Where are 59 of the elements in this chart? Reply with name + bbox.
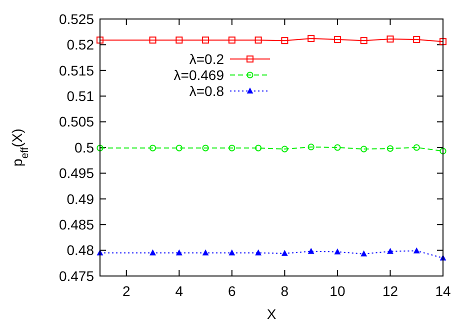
x-axis-title: X	[266, 306, 277, 322]
legend-label: λ=0.469	[174, 66, 224, 83]
x-tick-label: 2	[122, 283, 130, 299]
y-tick-label: 0.485	[58, 216, 94, 232]
point	[334, 248, 341, 254]
x-tick-label: 8	[280, 283, 289, 299]
point	[281, 146, 288, 152]
point	[334, 144, 341, 151]
y-tick-label: 0.505	[58, 114, 94, 130]
x-tick-label: 12	[382, 283, 398, 299]
point	[96, 144, 104, 152]
point	[176, 36, 183, 44]
point	[360, 146, 368, 152]
point	[255, 144, 262, 152]
point	[413, 144, 420, 151]
point	[387, 248, 394, 254]
point	[202, 249, 209, 256]
point	[202, 144, 209, 152]
point	[413, 36, 420, 44]
point	[176, 249, 182, 256]
y-tick-label: 0.48	[66, 242, 94, 258]
point	[308, 144, 314, 150]
point	[386, 36, 394, 43]
y-tick-label: 0.515	[58, 62, 94, 78]
point	[202, 36, 210, 44]
y-tick-label: 0.5	[74, 139, 94, 156]
point	[334, 36, 341, 44]
point	[228, 36, 236, 44]
point	[150, 249, 156, 256]
x-tick-label: 10	[330, 283, 346, 299]
point	[176, 144, 182, 152]
legend-label: λ=0.8	[189, 82, 224, 99]
point	[308, 35, 315, 42]
y-tick-label: 0.525	[58, 10, 94, 27]
point	[386, 145, 394, 152]
point	[440, 38, 446, 46]
point	[149, 144, 156, 152]
point	[281, 37, 288, 44]
x-tick-label: 6	[228, 283, 236, 299]
y-tick-label: 0.51	[66, 88, 94, 104]
point	[228, 144, 236, 152]
y-tick-label: 0.49	[66, 190, 94, 207]
x-tick-label: 14	[435, 283, 451, 299]
y-tick-label: 0.52	[66, 36, 94, 53]
point	[360, 250, 368, 256]
point	[413, 247, 420, 254]
point	[255, 249, 262, 256]
point	[96, 36, 104, 44]
point	[228, 249, 236, 256]
point	[308, 248, 314, 254]
point	[254, 36, 262, 44]
point	[281, 250, 288, 256]
point	[440, 148, 446, 154]
y-tick-label: 0.475	[58, 268, 94, 284]
y-tick-label: 0.495	[58, 165, 94, 182]
point	[360, 37, 368, 44]
point	[149, 36, 156, 44]
x-tick-label: 4	[175, 283, 184, 299]
legend-label: λ=0.2	[189, 50, 224, 67]
